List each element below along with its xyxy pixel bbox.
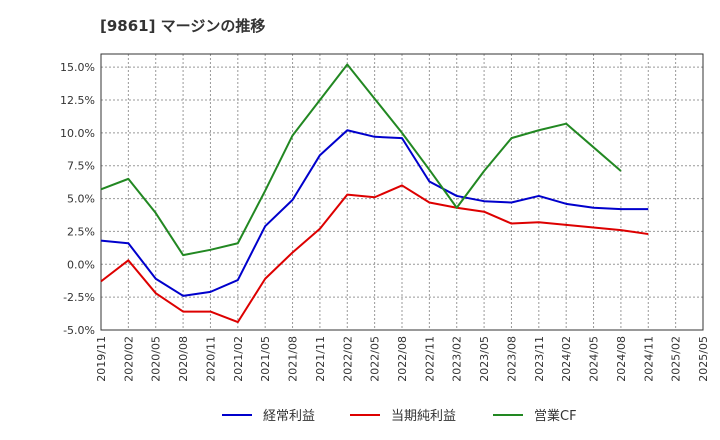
grid-lines: [100, 54, 704, 331]
series-line-2: [100, 184, 649, 324]
y-tick-label: 2.5%: [67, 225, 95, 238]
x-tick-label: 2022/02: [341, 336, 354, 382]
x-axis-ticks: 2019/11 2020/02 2020/05 2020/08 2020/11 2021/…: [95, 336, 710, 382]
x-tick-label: 2021/02: [232, 336, 245, 382]
series-lines: [100, 63, 649, 324]
x-tick-label: 2025/05: [697, 336, 710, 382]
x-tick-label: 2020/05: [150, 336, 163, 382]
x-tick-label: 2024/11: [642, 336, 655, 382]
x-tick-label: 2022/08: [396, 336, 409, 382]
x-tick-label: 2021/05: [259, 336, 272, 382]
x-tick-label: 2022/05: [369, 336, 382, 382]
x-tick-label: 2021/08: [287, 336, 300, 382]
x-tick-label: 2021/11: [314, 336, 327, 382]
chart-title: [9861] マージンの推移: [100, 17, 265, 35]
y-tick-label: 12.5%: [60, 94, 95, 107]
x-tick-label: 2022/11: [423, 336, 436, 382]
series-line-3: [100, 63, 622, 257]
plot-area-border: [100, 53, 704, 331]
legend-label-3: 営業CF: [534, 408, 577, 424]
x-tick-label: 2024/05: [588, 336, 601, 382]
legend-label-2: 当期純利益: [391, 409, 456, 424]
x-tick-label: 2019/11: [95, 336, 108, 382]
y-tick-label: 7.5%: [67, 160, 95, 173]
x-tick-label: 2024/08: [615, 336, 628, 382]
y-tick-label: 15.0%: [60, 61, 95, 74]
legend: 経常利益 当期純利益 営業CF: [222, 408, 577, 424]
x-tick-label: 2023/08: [505, 336, 518, 382]
x-tick-label: 2025/02: [670, 336, 683, 382]
y-axis-ticks: -5.0% -2.5% 0.0% 2.5% 5.0% 7.5% 10.0% 12.5% 15.0…: [60, 61, 95, 337]
x-tick-label: 2024/02: [560, 336, 573, 382]
y-tick-label: 5.0%: [67, 193, 95, 206]
x-tick-label: 2023/02: [451, 336, 464, 382]
x-tick-label: 2023/05: [478, 336, 491, 382]
y-tick-label: 0.0%: [67, 258, 95, 271]
y-tick-label: -5.0%: [63, 324, 95, 337]
legend-label-1: 経常利益: [263, 409, 315, 424]
x-tick-label: 2020/11: [204, 336, 217, 382]
y-tick-label: -2.5%: [63, 291, 95, 304]
series-line-1: [100, 129, 649, 297]
y-tick-label: 10.0%: [60, 127, 95, 140]
x-tick-label: 2020/08: [177, 336, 190, 382]
x-tick-label: 2020/02: [122, 336, 135, 382]
x-tick-label: 2023/11: [533, 336, 546, 382]
